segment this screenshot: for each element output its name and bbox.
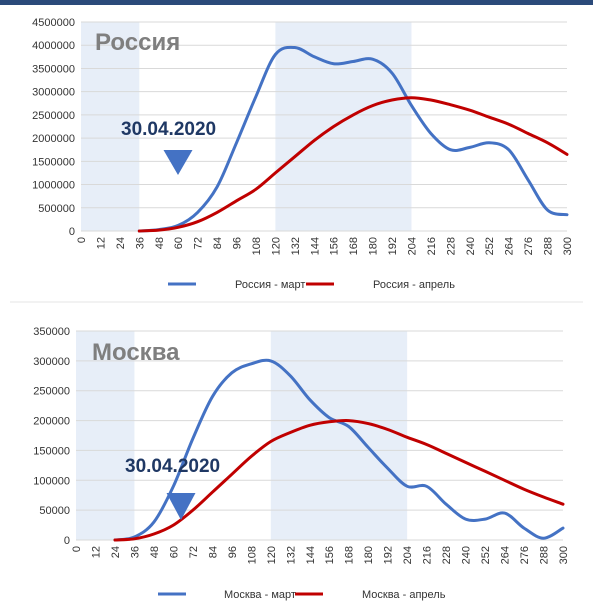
x-tick-label: 132 xyxy=(290,237,302,255)
x-tick-label: 48 xyxy=(154,237,166,249)
x-tick-label: 192 xyxy=(387,237,399,255)
x-tick-label: 36 xyxy=(134,237,146,249)
x-tick-label: 96 xyxy=(227,546,239,558)
chart-2: 0 50000 100000 150000 200000 250000 300000 3500… xyxy=(33,326,570,601)
x-tick-label: 228 xyxy=(445,237,457,255)
y-tick-label: 2500000 xyxy=(32,110,75,122)
y-tick-label: 0 xyxy=(69,226,75,238)
shaded-range-2 xyxy=(270,331,408,540)
annotation-date: 30.04.2020 xyxy=(125,456,220,477)
x-tick-label: 276 xyxy=(523,237,535,255)
y-tick-label: 4000000 xyxy=(32,40,75,52)
x-tick-label: 72 xyxy=(188,546,200,558)
x-tick-label: 216 xyxy=(426,237,438,255)
x-tick-label: 48 xyxy=(149,546,161,558)
x-tick-label: 144 xyxy=(309,237,321,255)
x-tick-label: 288 xyxy=(543,237,555,255)
x-tick-label: 60 xyxy=(168,546,180,558)
x-tick-label: 264 xyxy=(504,237,516,255)
annotation-arrow-icon xyxy=(166,493,196,520)
x-tick-label: 192 xyxy=(383,546,395,564)
x-tick-label: 72 xyxy=(193,237,205,249)
series-line-april xyxy=(113,419,565,542)
legend-label: Москва - апрель xyxy=(362,589,446,601)
x-tick-label: 96 xyxy=(232,237,244,249)
x-tick-label: 132 xyxy=(285,546,297,564)
annotation-date: 30.04.2020 xyxy=(121,119,216,140)
shaded-range-1 xyxy=(76,331,135,540)
chart-title: Россия xyxy=(95,29,180,56)
x-tick-label: 180 xyxy=(368,237,380,255)
y-tick-label: 150000 xyxy=(33,445,70,457)
y-tick-label: 300000 xyxy=(33,356,70,368)
x-tick-label: 252 xyxy=(480,546,492,564)
x-tick-label: 300 xyxy=(562,237,574,255)
chart-1: 0 500000 1000000 1500000 2000000 2500000 30000… xyxy=(32,17,574,291)
x-tick-label: 180 xyxy=(363,546,375,564)
x-tick-label: 156 xyxy=(329,237,341,255)
x-tick-label: 204 xyxy=(402,546,414,564)
y-tick-label: 3000000 xyxy=(32,87,75,99)
x-tick-label: 144 xyxy=(305,546,317,564)
x-tick-label: 252 xyxy=(484,237,496,255)
x-tick-label: 84 xyxy=(212,237,224,249)
y-tick-label: 100000 xyxy=(33,475,70,487)
x-tick-label: 168 xyxy=(348,237,360,255)
x-tick-label: 156 xyxy=(324,546,336,564)
x-tick-label: 204 xyxy=(406,237,418,255)
x-tick-label: 0 xyxy=(71,546,83,552)
x-tick-label: 264 xyxy=(500,546,512,564)
x-tick-label: 84 xyxy=(207,546,219,558)
legend-label: Москва - март xyxy=(224,589,296,601)
x-tick-label: 240 xyxy=(465,237,477,255)
y-tick-label: 2000000 xyxy=(32,133,75,145)
x-tick-label: 12 xyxy=(95,237,107,249)
y-tick-label: 1500000 xyxy=(32,156,75,168)
y-tick-label: 0 xyxy=(64,535,70,547)
chart-title: Москва xyxy=(92,339,180,366)
x-tick-label: 216 xyxy=(422,546,434,564)
x-tick-label: 24 xyxy=(115,237,127,249)
y-tick-label: 200000 xyxy=(33,416,70,428)
shaded-range-1 xyxy=(81,22,140,231)
x-tick-label: 60 xyxy=(173,237,185,249)
shaded-range-2 xyxy=(275,22,412,231)
x-tick-label: 240 xyxy=(461,546,473,564)
x-tick-label: 276 xyxy=(519,546,531,564)
x-tick-label: 12 xyxy=(90,546,102,558)
x-tick-label: 300 xyxy=(558,546,570,564)
x-tick-label: 168 xyxy=(344,546,356,564)
y-tick-label: 250000 xyxy=(33,386,70,398)
legend-label: Россия - апрель xyxy=(373,279,455,291)
y-tick-label: 3500000 xyxy=(32,63,75,75)
x-tick-label: 288 xyxy=(539,546,551,564)
y-tick-label: 500000 xyxy=(38,203,75,215)
x-tick-label: 0 xyxy=(76,237,88,243)
x-tick-label: 36 xyxy=(129,546,141,558)
y-tick-label: 4500000 xyxy=(32,17,75,29)
legend-label: Россия - март xyxy=(235,279,305,291)
x-tick-label: 108 xyxy=(251,237,263,255)
x-tick-label: 120 xyxy=(266,546,278,564)
top-accent-bar xyxy=(0,0,593,5)
x-tick-label: 120 xyxy=(270,237,282,255)
series-line-march xyxy=(137,45,569,233)
y-tick-label: 1000000 xyxy=(32,180,75,192)
x-tick-label: 228 xyxy=(441,546,453,564)
y-tick-label: 350000 xyxy=(33,326,70,338)
x-tick-label: 24 xyxy=(110,546,122,558)
annotation-arrow-icon xyxy=(163,150,193,175)
series-line-april xyxy=(137,96,569,233)
y-tick-label: 50000 xyxy=(39,505,70,517)
x-tick-label: 108 xyxy=(246,546,258,564)
